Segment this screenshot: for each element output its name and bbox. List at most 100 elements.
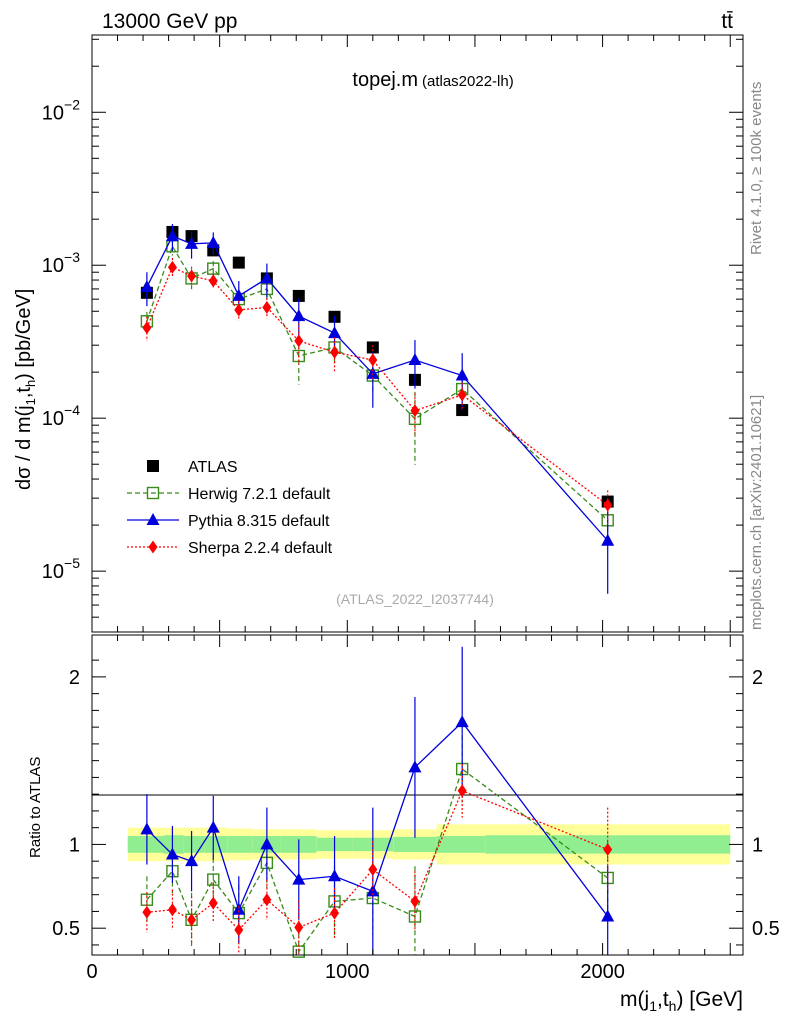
- data-point: [328, 326, 342, 339]
- main-x-ticks: [91, 35, 731, 632]
- tick-base: 10: [42, 561, 64, 583]
- main-plot-frame: [91, 34, 744, 633]
- data-point: [366, 366, 380, 379]
- ylabel-part3: ) [pb/GeV]: [13, 289, 35, 380]
- main-plot: 10−510−410−310−2 topej.m (atlas2022-lh) …: [13, 34, 744, 633]
- stat-uncertainty-band: [227, 836, 253, 853]
- data-point: [208, 274, 218, 288]
- data-point: [167, 260, 177, 274]
- tick-exponent: −5: [64, 555, 80, 571]
- stat-uncertainty-band: [393, 836, 437, 852]
- x-tick-label: 0: [86, 961, 97, 983]
- ratio-point: [408, 760, 422, 773]
- main-y-axis-label: dσ / d m(j1,th) [pb/GeV]: [13, 289, 38, 490]
- plot-subtitle: (atlas2022-lh): [422, 73, 514, 90]
- main-y-axis: 10−510−410−310−2: [42, 38, 743, 633]
- ratio-point: [167, 903, 177, 917]
- ratio-y-tick-label-right: 2: [752, 667, 763, 689]
- tick-base: 10: [42, 408, 64, 430]
- main-plot-marks: [140, 223, 615, 594]
- ratio-y-tick-label: 1: [69, 834, 80, 856]
- data-point: [206, 235, 220, 248]
- data-point: [292, 349, 305, 363]
- stat-uncertainty-band: [163, 835, 184, 854]
- ratio-point: [328, 869, 342, 882]
- data-point: [292, 289, 305, 302]
- data-point: [260, 271, 274, 284]
- ratio-plot-frame: [91, 634, 744, 956]
- data-point: [140, 280, 154, 293]
- series-pythia: [140, 223, 615, 594]
- ratio-series-sherpa: [142, 764, 613, 955]
- ratio-point: [292, 872, 306, 885]
- ratio-point: [408, 910, 422, 923]
- legend-label: Herwig 7.2.1 default: [188, 486, 331, 503]
- series-sherpa: [142, 257, 613, 525]
- data-point: [232, 288, 246, 301]
- tick-base: 10: [42, 102, 64, 124]
- main-y-tick-label: 10−4: [42, 402, 80, 430]
- data-point: [410, 404, 420, 418]
- data-point: [457, 388, 467, 402]
- ratio-point: [368, 863, 378, 877]
- series-line: [146, 244, 609, 521]
- ratio-series-line: [146, 789, 608, 931]
- plot-title: topej.m: [352, 69, 418, 91]
- data-point: [187, 269, 197, 283]
- series-line: [146, 235, 609, 542]
- ratio-y-tick-label-right: 0.5: [752, 918, 780, 940]
- beam-label: 13000 GeV pp: [102, 10, 237, 33]
- ratio-point: [165, 847, 179, 860]
- x-axis-label: m(j1,th) [GeV]: [620, 988, 743, 1014]
- ratio-plot-marks: [140, 646, 615, 958]
- main-y-tick-label: 10−5: [42, 555, 80, 583]
- tick-exponent: −3: [64, 249, 80, 265]
- xlabel-part3: ) [GeV]: [676, 988, 743, 1011]
- ratio-y-tick-label-right: 1: [752, 834, 763, 856]
- ratio-point: [455, 715, 469, 728]
- data-point: [368, 353, 378, 367]
- legend-label: ATLAS: [188, 459, 238, 476]
- main-y-tick-label: 10−3: [42, 249, 80, 277]
- rivet-note: Rivet 4.1.0, ≥ 100k events: [748, 82, 765, 255]
- ratio-point: [208, 896, 218, 910]
- legend-label: Pythia 8.315 default: [188, 513, 330, 530]
- ylabel-sub2: h: [23, 380, 38, 387]
- xlabel-part2: ,t: [657, 988, 669, 1011]
- ratio-bands: [127, 824, 731, 865]
- ratio-y-axis-label: Ratio to ATLAS: [27, 757, 44, 858]
- stat-uncertainty-band: [204, 836, 228, 853]
- ratio-point: [601, 909, 615, 922]
- analysis-watermark: (ATLAS_2022_I2037744): [336, 591, 494, 607]
- data-point: [455, 368, 469, 381]
- legend-marker: [146, 486, 160, 500]
- ratio-point: [140, 822, 154, 835]
- ratio-series-line: [146, 767, 609, 954]
- tick-exponent: −4: [64, 402, 80, 418]
- data-point: [234, 303, 244, 317]
- legend: ATLAS Herwig 7.2.1 default Pythia 8.315 de…: [127, 459, 333, 557]
- xlabel-part: m(j: [620, 988, 649, 1011]
- xlabel-sub1: 1: [649, 998, 657, 1014]
- data-point: [142, 321, 152, 335]
- legend-marker: [147, 460, 159, 472]
- ratio-point: [142, 905, 152, 919]
- data-point: [294, 334, 304, 348]
- ratio-point: [603, 842, 613, 856]
- ratio-point: [207, 873, 220, 886]
- x-tick-label: 2000: [580, 961, 625, 983]
- tick-exponent: −2: [64, 96, 80, 112]
- legend-marker: [148, 540, 158, 554]
- ratio-plot: 0.5 0.51 12 2 0 1000 2000 Ratio to ATLAS m(j1…: [27, 634, 780, 1014]
- data-point: [262, 300, 272, 314]
- series-line: [146, 266, 609, 506]
- x-tick-label: 1000: [325, 961, 370, 983]
- ratio-point: [294, 920, 304, 934]
- process-label: tt̄: [721, 10, 733, 33]
- data-point: [185, 236, 199, 249]
- stat-uncertainty-band: [183, 836, 205, 853]
- ratio-point: [330, 906, 340, 920]
- ratio-point: [187, 913, 197, 927]
- data-point: [292, 309, 306, 322]
- ratio-point: [457, 784, 467, 798]
